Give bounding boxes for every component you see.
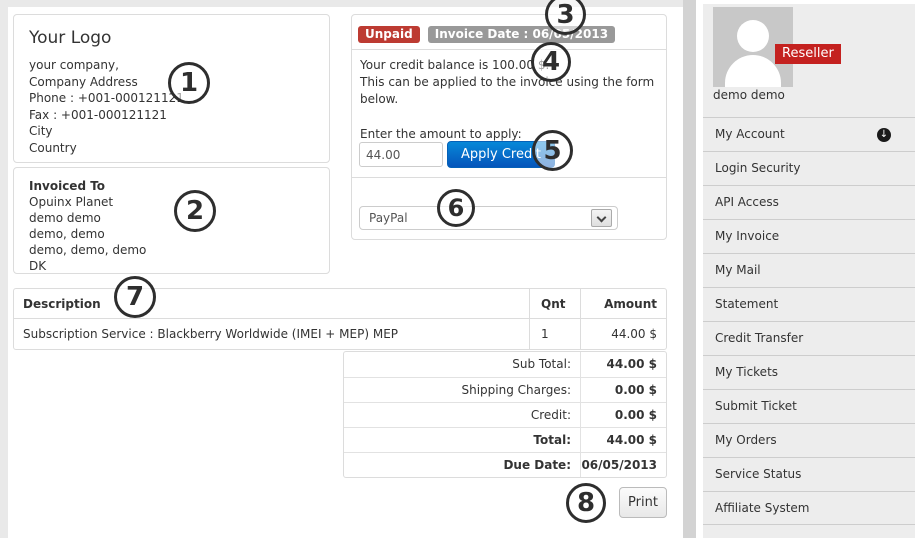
credit-value: 0.00 $ bbox=[580, 403, 666, 427]
sidebar-item-label: API Access bbox=[715, 195, 779, 209]
col-description: Description bbox=[23, 296, 101, 311]
print-button[interactable]: Print bbox=[619, 487, 667, 518]
due-date-row: Due Date: 06/05/2013 bbox=[344, 452, 666, 477]
company-info-panel: Your Logo your company, Company Address … bbox=[13, 14, 330, 163]
client-address-2: demo, demo, demo bbox=[29, 243, 147, 257]
sidebar-item-my-tickets[interactable]: My Tickets bbox=[703, 355, 915, 389]
account-sidebar: Reseller demo demo My Account ↓ Login Se… bbox=[703, 4, 915, 538]
item-amount: 44.00 $ bbox=[580, 319, 666, 349]
company-city: City bbox=[29, 124, 53, 138]
annotation-circle-8: 8 bbox=[566, 483, 606, 523]
annotation-circle-7: 7 bbox=[114, 276, 156, 318]
invoice-date-badge: Invoice Date : 06/05/2013 bbox=[427, 26, 616, 43]
sidebar-item-label: Credit Transfer bbox=[715, 331, 804, 345]
sidebar-item-label: Login Security bbox=[715, 161, 801, 175]
col-qnt: Qnt bbox=[529, 288, 580, 319]
sidebar-item-my-orders[interactable]: My Orders bbox=[703, 423, 915, 457]
invoice-items-table: Description Qnt Amount Subscription Serv… bbox=[13, 288, 667, 350]
due-date-value: 06/05/2013 bbox=[580, 453, 666, 477]
sidebar-item-label: My Account bbox=[715, 127, 785, 141]
client-name: demo demo bbox=[29, 211, 101, 225]
total-row: Total: 44.00 $ bbox=[344, 427, 666, 452]
shipping-label: Shipping Charges: bbox=[461, 383, 571, 397]
client-company: Opuinx Planet bbox=[29, 195, 114, 209]
arrow-down-circle-icon: ↓ bbox=[877, 128, 891, 142]
credit-amount-input[interactable] bbox=[359, 142, 443, 167]
invoice-status-header: Unpaid Invoice Date : 06/05/2013 bbox=[352, 15, 666, 50]
table-row: Subscription Service : Blackberry Worldw… bbox=[14, 319, 666, 349]
shipping-row: Shipping Charges: 0.00 $ bbox=[344, 377, 666, 402]
select-dropdown-button[interactable] bbox=[591, 209, 612, 227]
sidebar-menu: My Account ↓ Login Security API Access M… bbox=[703, 117, 915, 525]
user-name: demo demo bbox=[713, 88, 785, 102]
payment-panel: Unpaid Invoice Date : 06/05/2013 Your cr… bbox=[351, 14, 667, 240]
annotation-circle-3: 3 bbox=[545, 0, 586, 35]
sidebar-item-label: Statement bbox=[715, 297, 779, 311]
total-label: Total: bbox=[533, 433, 571, 447]
company-logo-text: Your Logo bbox=[29, 28, 112, 48]
payment-gateway-select[interactable]: PayPal bbox=[359, 206, 618, 230]
sidebar-item-label: Submit Ticket bbox=[715, 399, 797, 413]
reseller-badge: Reseller bbox=[775, 44, 841, 64]
sidebar-item-api-access[interactable]: API Access bbox=[703, 185, 915, 219]
sidebar-item-my-account[interactable]: My Account ↓ bbox=[703, 117, 915, 151]
sidebar-item-label: My Mail bbox=[715, 263, 761, 277]
company-phone: Phone : +001-000121121 bbox=[29, 91, 184, 105]
annotation-circle-1: 1 bbox=[168, 62, 210, 104]
company-address: Company Address bbox=[29, 74, 138, 89]
sidebar-item-submit-ticket[interactable]: Submit Ticket bbox=[703, 389, 915, 423]
invoiced-to-heading: Invoiced To bbox=[29, 179, 106, 193]
item-description: Subscription Service : Blackberry Worldw… bbox=[23, 327, 399, 341]
chevron-down-icon bbox=[596, 212, 607, 223]
annotation-circle-5: 5 bbox=[532, 130, 573, 171]
company-fax: Fax : +001-000121121 bbox=[29, 107, 167, 122]
credit-balance-notice: Your credit balance is 100.00 $. This ca… bbox=[360, 58, 655, 106]
invoiced-to-panel: Invoiced To Opuinx Planet demo demo demo… bbox=[13, 167, 330, 274]
sidebar-item-label: Affiliate System bbox=[715, 501, 810, 515]
annotation-circle-4: 4 bbox=[531, 42, 571, 82]
sidebar-item-statement[interactable]: Statement bbox=[703, 287, 915, 321]
page-top-edge bbox=[0, 0, 696, 7]
sidebar-item-service-status[interactable]: Service Status bbox=[703, 457, 915, 491]
avatar-head-shape bbox=[737, 20, 769, 52]
total-value: 44.00 $ bbox=[580, 428, 666, 452]
sidebar-item-login-security[interactable]: Login Security bbox=[703, 151, 915, 185]
content-sidebar-divider bbox=[683, 0, 696, 538]
apply-amount-label: Enter the amount to apply: bbox=[360, 127, 522, 141]
item-qnt: 1 bbox=[529, 319, 580, 349]
subtotal-row: Sub Total: 44.00 $ bbox=[344, 352, 666, 377]
due-date-label: Due Date: bbox=[503, 458, 571, 472]
sidebar-item-label: My Tickets bbox=[715, 365, 779, 379]
gateway-selected-option: PayPal bbox=[369, 211, 408, 225]
table-header-row: Description Qnt Amount bbox=[14, 288, 666, 319]
company-country: Country bbox=[29, 140, 77, 155]
status-badge: Unpaid bbox=[358, 26, 420, 43]
credit-row: Credit: 0.00 $ bbox=[344, 402, 666, 427]
invoice-totals-table: Sub Total: 44.00 $ Shipping Charges: 0.0… bbox=[343, 351, 667, 478]
client-address-1: demo, demo bbox=[29, 227, 105, 241]
annotation-circle-2: 2 bbox=[174, 190, 216, 232]
sidebar-item-my-mail[interactable]: My Mail bbox=[703, 253, 915, 287]
sidebar-item-label: Service Status bbox=[715, 467, 802, 481]
payment-divider bbox=[352, 177, 666, 178]
credit-label: Credit: bbox=[530, 408, 571, 422]
page-left-edge bbox=[0, 0, 8, 538]
annotation-circle-6: 6 bbox=[437, 189, 475, 227]
sidebar-item-credit-transfer[interactable]: Credit Transfer bbox=[703, 321, 915, 355]
sidebar-item-affiliate-system[interactable]: Affiliate System bbox=[703, 491, 915, 525]
sidebar-item-my-invoice[interactable]: My Invoice bbox=[703, 219, 915, 253]
col-amount: Amount bbox=[580, 288, 666, 319]
subtotal-value: 44.00 $ bbox=[580, 352, 666, 377]
company-name: your company, bbox=[29, 58, 119, 72]
avatar-body-shape bbox=[725, 55, 781, 87]
shipping-value: 0.00 $ bbox=[580, 378, 666, 402]
client-country: DK bbox=[29, 259, 47, 273]
sidebar-item-label: My Orders bbox=[715, 433, 777, 447]
sidebar-item-label: My Invoice bbox=[715, 229, 780, 243]
subtotal-label: Sub Total: bbox=[512, 357, 571, 371]
